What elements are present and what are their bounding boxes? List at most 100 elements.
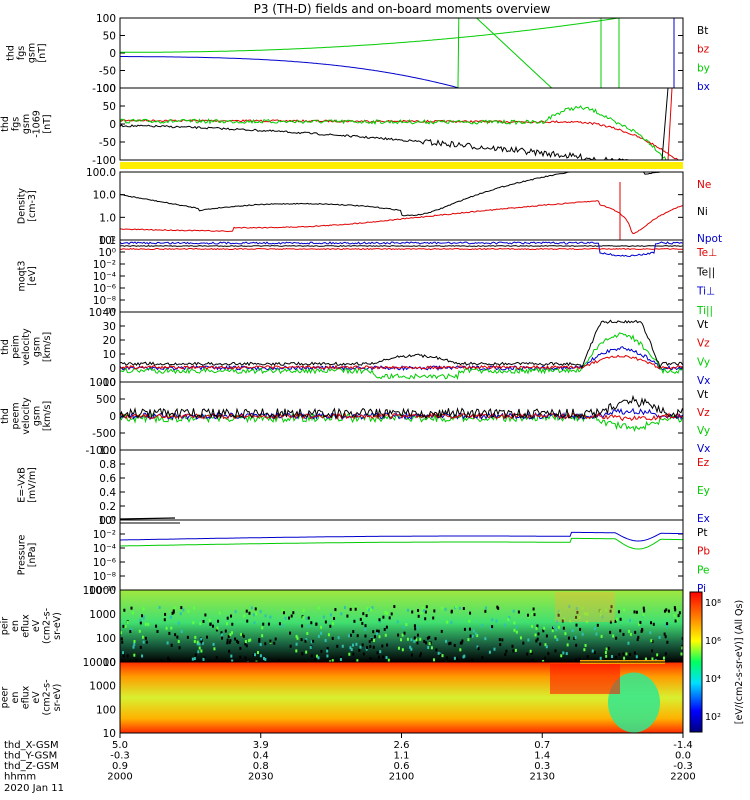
xaxis-row-label: hhmm — [4, 772, 36, 783]
y-tick-label: 50 — [103, 31, 116, 43]
y-tick-label: 10⁻⁸ — [93, 295, 116, 307]
bx-line — [120, 56, 461, 88]
panel-frame — [119, 239, 684, 313]
legend-ti: Ti|| — [696, 305, 713, 317]
colorbar-tick: 10⁴ — [705, 674, 721, 685]
legend-ey: Ey — [697, 485, 710, 497]
colorbar — [689, 591, 703, 733]
y-tick-label: 0 — [109, 119, 116, 131]
panel-frame — [119, 171, 684, 241]
peir-speckle — [120, 605, 683, 662]
ti-perp-line — [120, 241, 683, 258]
xaxis-value: 0.7 — [534, 740, 550, 751]
xaxis-value: -1.4 — [673, 740, 693, 751]
legend-vy: Vy — [697, 356, 710, 368]
vt-line — [120, 319, 683, 370]
density-traces — [120, 172, 683, 240]
y-tick-label: 10⁻² — [93, 529, 116, 541]
legend-pi: Pi — [697, 583, 706, 595]
y-tick-label: 0.8 — [99, 459, 116, 471]
y-tick-label: 10000 — [83, 585, 116, 597]
ni-line — [120, 172, 683, 217]
panel-frame — [119, 449, 684, 521]
xaxis-value: -0.3 — [110, 751, 130, 762]
y-tick-label: 0.1 — [99, 235, 116, 247]
y-tick-label: -100 — [92, 83, 116, 95]
temperature-traces — [120, 241, 683, 258]
y-tick-label: 1.0 — [99, 445, 116, 457]
xaxis-value: -0.3 — [673, 761, 693, 772]
xaxis-value: 2000 — [107, 772, 132, 783]
y-tick-label: 10 — [103, 349, 116, 361]
y-tick-label: 10 — [103, 728, 116, 740]
y-tick-label: 10⁰ — [98, 247, 116, 259]
fgs-traces — [120, 18, 675, 88]
ne-line — [120, 200, 683, 235]
y-tick-label: 10000 — [83, 657, 116, 669]
y-tick-label: 1000 — [89, 609, 116, 621]
panel-ylabel: Pressure[nPa] — [17, 535, 39, 576]
panel-ylabel: thdpeimvelocitygsm[km/s] — [0, 328, 53, 366]
bx-line — [120, 123, 683, 160]
vt-line — [120, 394, 683, 421]
xaxis-row-label: thd_X-GSM — [4, 740, 59, 751]
by-line — [120, 18, 622, 53]
legend-ex: Ex — [697, 513, 710, 525]
legend-pe: Pe — [697, 564, 709, 576]
y-tick-label: 10 — [103, 657, 116, 669]
xaxis-value: 2.6 — [394, 740, 410, 751]
y-tick-label: 10⁻⁸ — [93, 571, 116, 583]
y-tick-label: 10.0 — [93, 190, 116, 202]
panel-ylabel: Density[cm-3] — [17, 188, 39, 224]
bz-return — [667, 88, 673, 160]
legend-vx: Vx — [697, 443, 710, 455]
panel-peim: thdpeimvelocitygsm[km/s] 40 30 20 10 0 -10 Vt Vz… — [0, 307, 710, 389]
legend-bz: bz — [697, 44, 710, 56]
y-tick-label: 10² — [98, 235, 116, 247]
xaxis-value: 0.6 — [394, 761, 410, 772]
y-tick-label: 100.0 — [86, 167, 116, 179]
y-tick-label: 10⁰ — [98, 515, 116, 527]
pe-line — [120, 537, 683, 550]
vy-line — [120, 332, 683, 380]
peer-bubble — [608, 672, 660, 733]
peer-spectrogram — [120, 660, 683, 733]
peir-spectrogram — [120, 590, 683, 662]
legend-vy: Vy — [697, 425, 710, 437]
y-tick-label: 100 — [96, 633, 116, 645]
e-line — [119, 517, 176, 520]
panel-density: Density[cm-3] 100.0 10.0 1.0 0.1 Ne Ni Npot — [17, 167, 723, 247]
panel-frame — [119, 311, 684, 383]
legend-ni: Ni — [697, 206, 708, 218]
y-tick-label: 40 — [103, 307, 116, 319]
y-tick-label: -50 — [99, 137, 116, 149]
y-tick-label: 10⁻² — [93, 259, 116, 271]
panel-fgs: thdfgsgsm[nT] 100 50 0 -50 -100 Bt bz by bx — [6, 13, 710, 95]
colorbar-tick: 10⁶ — [705, 636, 721, 647]
y-tick-label: 10⁻¹⁰ — [89, 307, 116, 319]
colorbar-label: [eV/(cm2-s-sr-eV)] (All Qs) — [734, 600, 745, 724]
colorbar-tick: 10² — [705, 712, 721, 723]
y-tick-label: 100 — [96, 704, 116, 716]
y-tick-label: 0.6 — [99, 473, 116, 485]
te-perp-line — [120, 247, 683, 251]
legend-pb: Pb — [697, 546, 710, 558]
y-tick-label: 0.0 — [99, 515, 116, 527]
te-par-line — [120, 245, 683, 247]
y-tick-label: 100 — [96, 13, 116, 25]
legend-vt: Vt — [697, 319, 708, 331]
xaxis-value: 0.8 — [253, 761, 269, 772]
panel-pressure: Pressure[nPa] 10⁰ 10⁻² 10⁻⁴ 10⁻⁶ 10⁻⁸ 10⁻¹⁰ Pt P… — [17, 515, 711, 597]
y-tick-label: 0 — [109, 411, 116, 423]
y-tick-label: 20 — [103, 335, 116, 347]
y-tick-label: 1000 — [89, 681, 116, 693]
pi-line — [120, 531, 683, 542]
xaxis-row-label: thd_Y-GSM — [4, 751, 57, 762]
y-tick-label: 1000 — [89, 377, 116, 389]
legend-bx: bx — [697, 81, 710, 93]
y-tick-label: 30 — [103, 321, 116, 333]
xaxis-value: 2100 — [389, 772, 414, 783]
vz-line — [120, 354, 683, 370]
legend-npot: Npot — [697, 233, 722, 245]
